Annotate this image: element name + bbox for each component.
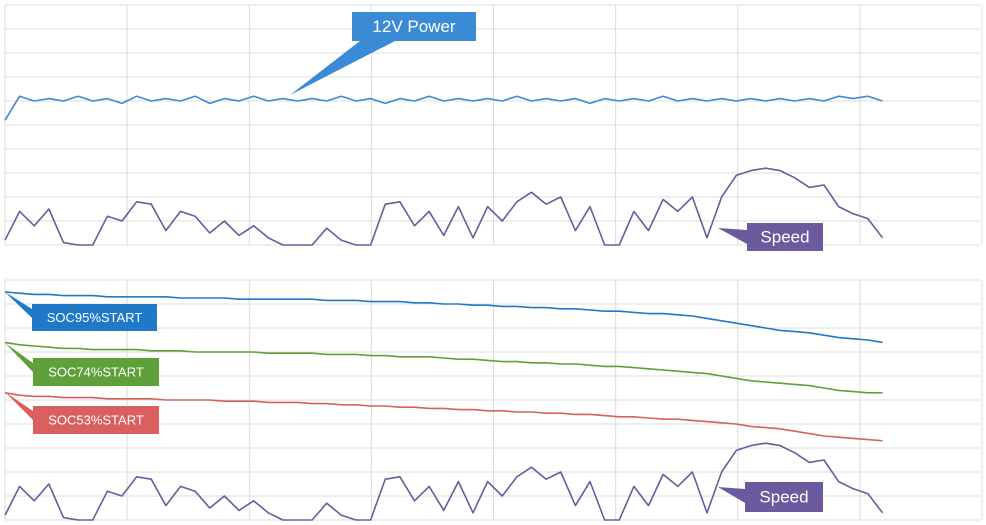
- legend-callout: SOC95%START: [5, 292, 157, 331]
- legend-label: Speed: [759, 487, 808, 506]
- series-line: [4, 167, 884, 246]
- series-line: [4, 341, 883, 394]
- callout-box: [33, 358, 159, 386]
- legend-label: 12V Power: [372, 17, 455, 36]
- legend-callout: Speed: [718, 482, 823, 512]
- callout-box: [745, 482, 823, 512]
- callout-box: [352, 12, 476, 41]
- callout-pointer: [5, 343, 33, 372]
- callout-pointer: [290, 41, 395, 95]
- callout-pointer: [718, 228, 747, 244]
- callout-pointer: [5, 392, 33, 420]
- legend-label: SOC74%START: [48, 364, 144, 379]
- legend-label: SOC53%START: [48, 412, 144, 427]
- series-line: [4, 95, 883, 121]
- legend-label: Speed: [760, 227, 809, 246]
- legend-callout: Speed: [718, 223, 823, 251]
- series-line: [4, 392, 883, 442]
- callout-pointer: [5, 292, 32, 318]
- legend-callout: SOC74%START: [5, 343, 159, 386]
- legend-callout: SOC53%START: [5, 392, 159, 434]
- callout-box: [32, 304, 157, 331]
- callout-box: [747, 223, 823, 251]
- series-line: [4, 442, 884, 521]
- legend-label: SOC95%START: [47, 310, 143, 325]
- series-line: [4, 291, 883, 344]
- callout-box: [33, 406, 159, 434]
- legend-callout: 12V Power: [290, 12, 476, 95]
- callout-pointer: [718, 487, 745, 503]
